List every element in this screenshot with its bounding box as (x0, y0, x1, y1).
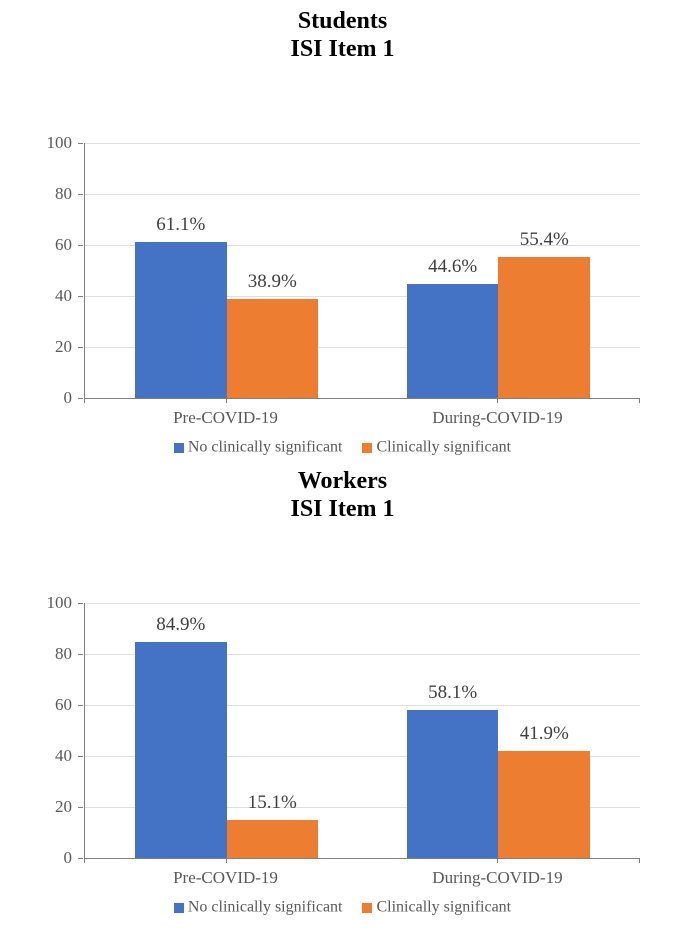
y-tick-label: 100 (0, 593, 72, 613)
legend: No clinically significant Clinically sign… (0, 438, 685, 456)
bar-value-label: 84.9% (156, 614, 205, 636)
legend-text: Clinically significant (376, 899, 511, 916)
gridline (85, 194, 640, 195)
y-tick-mark (78, 347, 83, 348)
y-tick-mark (78, 858, 83, 859)
bar-value-label: 55.4% (520, 229, 569, 251)
y-tick-label: 40 (0, 286, 72, 306)
chart-title-line2: ISI Item 1 (0, 36, 685, 64)
chart-title-line1: Students (0, 8, 685, 36)
plot-area: 61.1% 38.9% 44.6% 55.4% (84, 143, 640, 399)
y-tick-mark (78, 398, 83, 399)
legend-item: No clinically significant (174, 438, 343, 456)
y-tick-label: 60 (0, 235, 72, 255)
bar (407, 284, 499, 398)
chart-title: StudentsISI Item 1 (0, 0, 685, 63)
bar (407, 710, 499, 858)
legend-swatch (174, 903, 184, 913)
x-tick-label: Pre-COVID-19 (173, 408, 278, 428)
legend-item: Clinically significant (362, 438, 511, 456)
y-tick-mark (78, 143, 83, 144)
x-tick-mark (226, 398, 227, 403)
bar-value-label: 38.9% (248, 271, 297, 293)
y-tick-label: 20 (0, 797, 72, 817)
y-tick-label: 0 (0, 388, 72, 408)
legend-item: No clinically significant (174, 898, 343, 916)
legend-swatch (362, 443, 372, 453)
bar-value-label: 58.1% (428, 682, 477, 704)
y-tick-mark (78, 245, 83, 246)
chart-title: WorkersISI Item 1 (0, 460, 685, 523)
legend-swatch (174, 443, 184, 453)
gridline (85, 143, 640, 144)
y-tick-label: 0 (0, 848, 72, 868)
bar-value-label: 44.6% (428, 256, 477, 278)
bar (135, 242, 227, 398)
y-tick-label: 60 (0, 695, 72, 715)
y-tick-label: 80 (0, 184, 72, 204)
bar-value-label: 61.1% (156, 214, 205, 236)
y-tick-mark (78, 705, 83, 706)
x-tick-mark (84, 858, 85, 863)
x-tick-mark (226, 858, 227, 863)
legend: No clinically significant Clinically sign… (0, 898, 685, 916)
bar (135, 642, 227, 858)
legend-text: No clinically significant (188, 439, 343, 456)
x-tick-label: Pre-COVID-19 (173, 868, 278, 888)
y-tick-mark (78, 194, 83, 195)
x-tick-mark (84, 398, 85, 403)
bar (498, 751, 590, 858)
y-tick-label: 100 (0, 133, 72, 153)
y-tick-mark (78, 654, 83, 655)
plot-wrap: 84.9% 15.1% 58.1% 41.9% 0 20 40 60 80 100 Pre-COVI… (0, 523, 685, 938)
plot-area: 84.9% 15.1% 58.1% 41.9% (84, 603, 640, 859)
chart-workers: WorkersISI Item 1 84.9% 15.1% 58.1% 41.9% 0 20… (0, 460, 685, 938)
legend-text: Clinically significant (376, 439, 511, 456)
chart-title-line1: Workers (0, 468, 685, 496)
x-tick-mark (497, 398, 498, 403)
x-tick-mark (639, 858, 640, 863)
x-tick-label: During-COVID-19 (432, 408, 562, 428)
y-tick-mark (78, 603, 83, 604)
bar (227, 299, 319, 398)
y-tick-mark (78, 756, 83, 757)
y-tick-label: 80 (0, 644, 72, 664)
legend-item: Clinically significant (362, 898, 511, 916)
chart-title-line2: ISI Item 1 (0, 496, 685, 524)
bar (498, 257, 590, 398)
bar-value-label: 15.1% (248, 792, 297, 814)
chart-students: StudentsISI Item 1 61.1% 38.9% 44.6% 55.4% 0 2… (0, 0, 685, 478)
x-tick-label: During-COVID-19 (432, 868, 562, 888)
y-tick-label: 20 (0, 337, 72, 357)
bar-value-label: 41.9% (520, 723, 569, 745)
gridline (85, 603, 640, 604)
page: StudentsISI Item 161.1%38.9%44.6%55.4%02… (0, 0, 685, 930)
legend-swatch (362, 903, 372, 913)
x-tick-mark (497, 858, 498, 863)
y-tick-mark (78, 296, 83, 297)
bar (227, 820, 319, 859)
y-tick-label: 40 (0, 746, 72, 766)
x-tick-mark (639, 398, 640, 403)
legend-text: No clinically significant (188, 899, 343, 916)
y-tick-mark (78, 807, 83, 808)
plot-wrap: 61.1% 38.9% 44.6% 55.4% 0 20 40 60 80 100 Pre-COVI… (0, 63, 685, 478)
